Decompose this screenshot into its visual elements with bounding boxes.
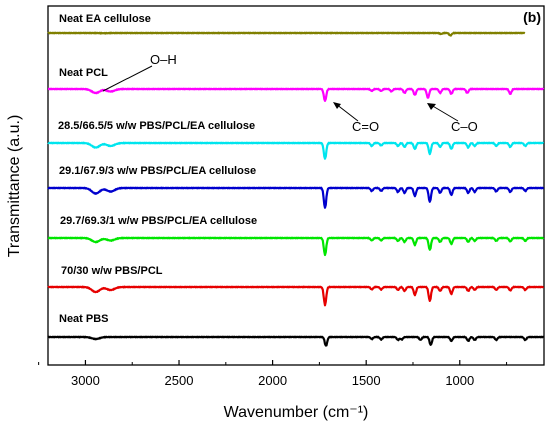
series-layer [47, 31, 545, 347]
annotation-arrow [430, 104, 459, 122]
annotation-arrow [102, 65, 153, 92]
series-label: 28.5/66.5/5 w/w PBS/PCL/EA cellulose [58, 120, 255, 132]
series-label: 29.7/69.3/1 w/w PBS/PCL/EA cellulose [60, 215, 257, 227]
series-line [47, 87, 545, 103]
annotation-c-double-o: C=O [352, 119, 379, 134]
series-label: Neat PBS [59, 313, 109, 325]
series-line [47, 285, 545, 307]
series-label: Neat PCL [59, 67, 108, 79]
series-line [47, 335, 545, 347]
x-tick-label: 1500 [352, 373, 381, 388]
series-label: 29.1/67.9/3 w/w PBS/PCL/EA cellulose [59, 165, 256, 177]
series-label-layer: Neat EA cellulose Neat PCL 28.5/66.5/5 w/w… [58, 13, 257, 325]
x-tick-label: 2000 [258, 373, 287, 388]
annotation-arrowhead [333, 102, 341, 109]
plot-frame [47, 5, 545, 366]
x-tick-label: 2500 [165, 373, 194, 388]
annotation-c-o: C–O [451, 119, 478, 134]
series-label: Neat EA cellulose [59, 13, 151, 25]
annotation-layer: O–H C=O C–O [102, 52, 478, 134]
series-line [47, 141, 545, 160]
panel-label: (b) [523, 9, 541, 25]
series-line [47, 31, 526, 37]
series-line [47, 186, 545, 209]
x-axis-title: Wavenumber (cm⁻¹) [224, 404, 369, 421]
x-axis-ticks: 3000 2500 2000 1500 1000 [38, 360, 508, 388]
annotation-arrowhead [427, 103, 436, 110]
y-axis-title: Transmittance (a.u.) [6, 115, 23, 258]
annotation-arrow [335, 103, 359, 122]
annotation-oh: O–H [150, 52, 177, 67]
series-line [47, 236, 545, 257]
series-label: 70/30 w/w PBS/PCL [61, 265, 163, 277]
x-tick-label: 1000 [445, 373, 474, 388]
x-tick-label: 3000 [71, 373, 100, 388]
